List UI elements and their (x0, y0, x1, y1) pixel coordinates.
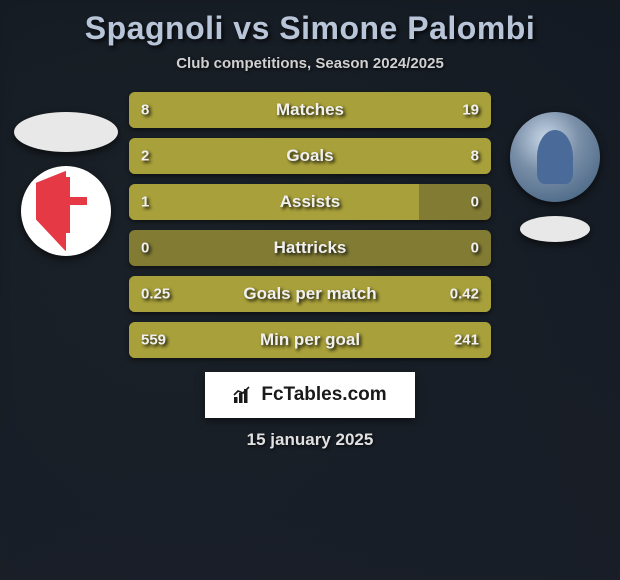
player-left-badge (21, 166, 111, 256)
bar-label: Assists (129, 192, 491, 212)
date-line: 15 january 2025 (247, 430, 374, 450)
stat-bar: 559241Min per goal (129, 322, 491, 358)
player-left-column (8, 92, 123, 256)
stat-bar: 0.250.42Goals per match (129, 276, 491, 312)
bar-label: Hattricks (129, 238, 491, 258)
subtitle: Club competitions, Season 2024/2025 (176, 55, 444, 72)
player-right-oval (520, 216, 590, 242)
bar-label: Goals per match (129, 284, 491, 304)
stat-bar: 00Hattricks (129, 230, 491, 266)
content-wrapper: Spagnoli vs Simone Palombi Club competit… (0, 0, 620, 450)
stats-bars: 819Matches 28Goals 10Assists 00Hattricks 0.2… (123, 92, 497, 358)
stat-bar: 10Assists (129, 184, 491, 220)
club-shield-icon (36, 171, 96, 251)
stat-bar: 28Goals (129, 138, 491, 174)
player-left-oval (14, 112, 118, 152)
bar-label: Min per goal (129, 330, 491, 350)
main-area: 819Matches 28Goals 10Assists 00Hattricks 0.2… (0, 92, 620, 358)
brand-badge[interactable]: FcTables.com (205, 372, 414, 418)
player-right-column (497, 92, 612, 242)
chart-icon (233, 386, 255, 404)
stat-bar: 819Matches (129, 92, 491, 128)
player-right-photo (510, 112, 600, 202)
brand-label: FcTables.com (261, 384, 386, 406)
page-title: Spagnoli vs Simone Palombi (85, 10, 535, 47)
bar-label: Goals (129, 146, 491, 166)
bar-label: Matches (129, 100, 491, 120)
